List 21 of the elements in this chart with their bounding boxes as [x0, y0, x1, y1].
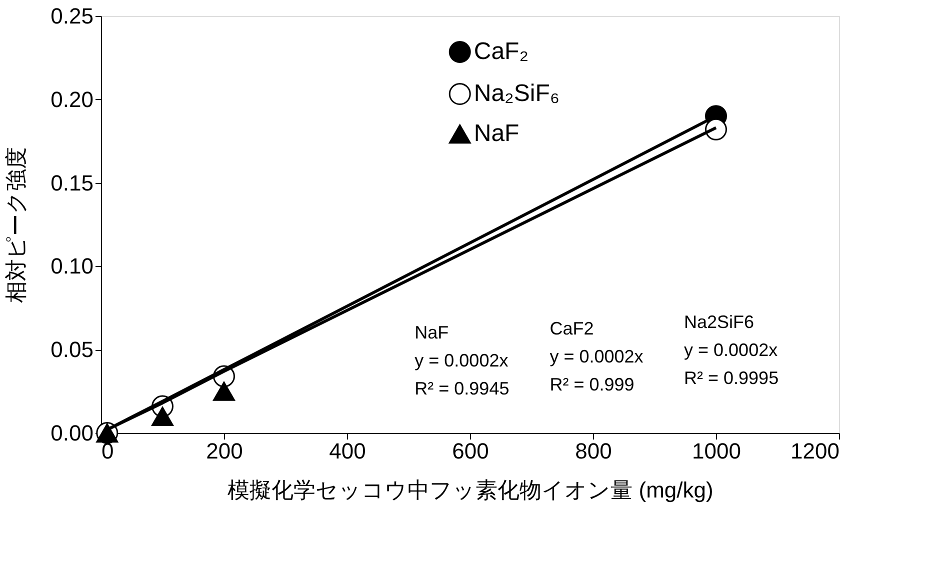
- annotation: Na2SiF6 y = 0.0002x R² = 0.9995: [684, 312, 779, 388]
- x-tick-label: 800: [575, 438, 612, 464]
- legend-label: Na₂SiF₆: [474, 80, 560, 107]
- y-tick-label: 0.20: [50, 86, 94, 112]
- annotation: CaF2 y = 0.0002x R² = 0.999: [550, 318, 644, 394]
- y-tick-label: 0.05: [50, 337, 94, 362]
- x-tick-label: 0: [102, 438, 114, 464]
- x-tick-label: 1000: [692, 438, 741, 464]
- y-tick-label: 0.25: [50, 4, 94, 28]
- x-tick-label: 400: [329, 438, 366, 464]
- legend-label: CaF₂: [474, 38, 529, 65]
- x-tick-label: 600: [452, 438, 489, 464]
- legend-label: NaF: [474, 120, 520, 147]
- y-tick-label: 0.00: [50, 420, 94, 446]
- x-axis-title: 模擬化学セッコウ中フッ素化物イオン量 (mg/kg): [228, 478, 714, 502]
- x-tick-label: 1200: [790, 438, 840, 464]
- x-tick-label: 200: [206, 438, 243, 464]
- y-tick-label: 0.10: [50, 254, 94, 279]
- y-tick-label: 0.15: [50, 170, 94, 196]
- y-axis-title: 相対ピーク強度: [4, 147, 29, 303]
- annotation: NaF y = 0.0002x R² = 0.9945: [414, 322, 510, 399]
